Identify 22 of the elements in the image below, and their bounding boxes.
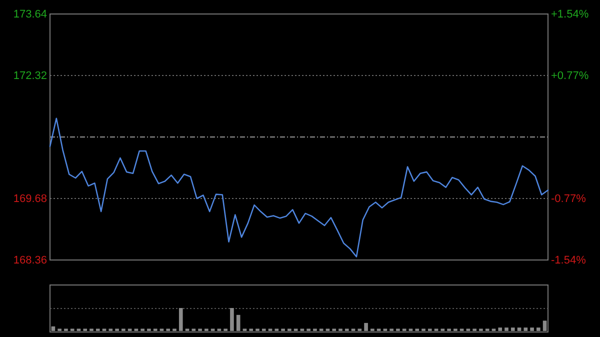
bar <box>236 314 240 331</box>
bar <box>536 328 540 331</box>
y2-tick-label: -0.77% <box>551 193 586 206</box>
bar <box>542 320 547 331</box>
bar <box>517 328 522 331</box>
y2-tick-label: -1.54% <box>551 254 586 267</box>
y2-tick-label: +1.54% <box>551 8 589 21</box>
bar <box>524 328 528 331</box>
bar <box>498 328 502 331</box>
bar <box>364 322 368 331</box>
y-tick-label: 168.36 <box>13 254 47 267</box>
y-tick-label: 169.68 <box>13 193 47 206</box>
bar <box>230 308 234 331</box>
bar <box>510 328 515 331</box>
y2-tick-label: +0.77% <box>551 70 589 82</box>
bar <box>51 326 56 331</box>
y-tick-label: 173.64 <box>13 8 47 21</box>
bar <box>504 328 508 331</box>
bar <box>530 328 534 331</box>
y-tick-label: 172.32 <box>13 70 47 82</box>
line-series <box>49 118 549 258</box>
bar <box>178 308 183 331</box>
